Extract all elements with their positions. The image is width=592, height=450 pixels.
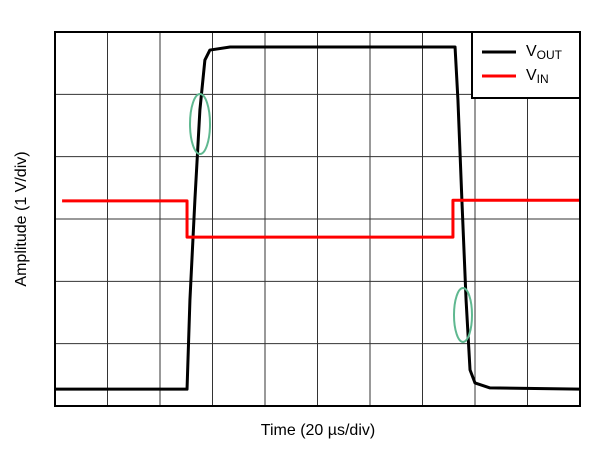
legend-label: VOUT [526, 43, 563, 62]
highlight-ellipse [453, 287, 473, 343]
plot-border [54, 31, 581, 407]
y-axis-label: Amplitude (1 V/div) [13, 151, 30, 286]
legend-label: VIN [526, 67, 549, 86]
x-axis-label: Time (20 µs/div) [261, 422, 375, 439]
series-line [55, 45, 581, 391]
series-line [62, 198, 580, 239]
legend-box [471, 31, 581, 99]
highlight-ellipse [189, 93, 211, 155]
